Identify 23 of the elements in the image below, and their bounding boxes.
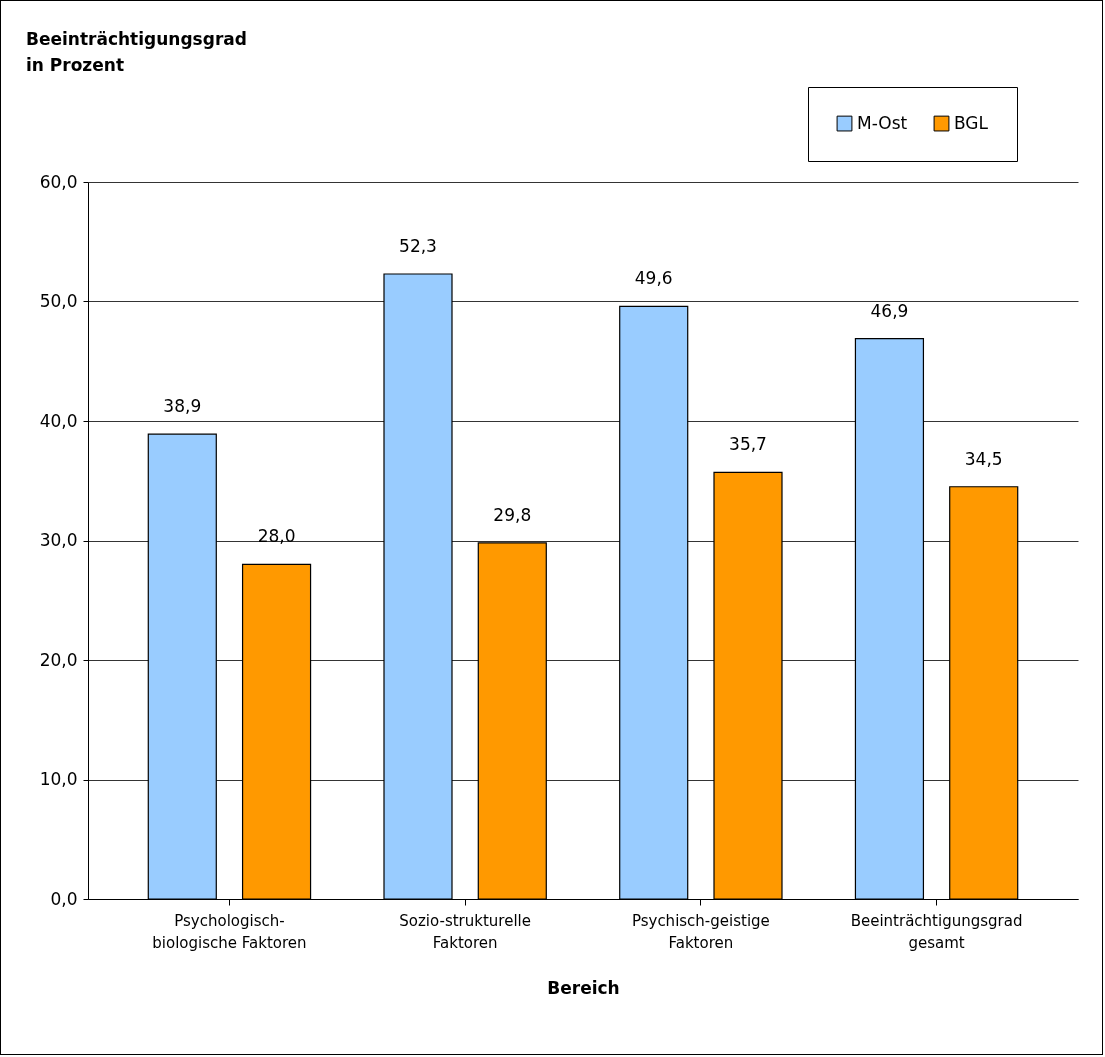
data-label: 49,6 bbox=[634, 268, 673, 289]
y-tick-label: 0,0 bbox=[50, 888, 78, 909]
data-label: 35,7 bbox=[729, 434, 767, 455]
data-label: 29,8 bbox=[493, 504, 532, 525]
y-tick-label: 30,0 bbox=[39, 530, 78, 550]
data-label: 52,3 bbox=[399, 236, 437, 257]
y-tick-label: 60,0 bbox=[39, 171, 78, 192]
data-label: 34,5 bbox=[964, 448, 1003, 469]
x-tick-label: Psychologisch- biologische Faktoren bbox=[152, 911, 307, 952]
y-tick-label: 10,0 bbox=[39, 769, 78, 789]
legend-label: BGL bbox=[954, 112, 989, 133]
x-tick-label: Beeinträchtigungsgrad gesamt bbox=[850, 911, 1023, 952]
legend-label: M-Ost bbox=[857, 112, 908, 133]
data-label: 28,0 bbox=[257, 526, 296, 547]
data-label: 38,9 bbox=[163, 396, 202, 417]
data-label: 46,9 bbox=[870, 300, 909, 321]
y-tick-label: 40,0 bbox=[39, 410, 78, 431]
text: Beeinträchtigungsgrad in Prozent bbox=[26, 29, 247, 75]
x-axis-title: Bereich bbox=[547, 977, 620, 998]
y-tick-label: 50,0 bbox=[39, 291, 78, 311]
x-tick-label: Psychisch-geistige Faktoren bbox=[631, 911, 770, 952]
y-tick-label: 20,0 bbox=[39, 649, 78, 670]
x-tick-label: Sozio-strukturelle Faktoren bbox=[399, 911, 531, 952]
